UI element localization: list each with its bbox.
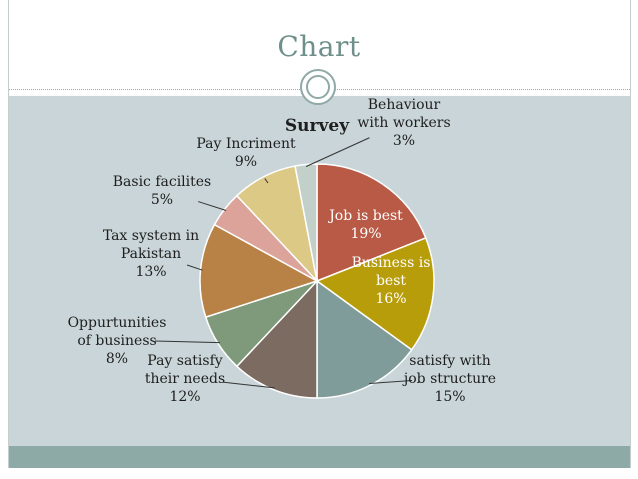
pie-slice bbox=[315, 236, 435, 351]
pie-slice bbox=[294, 163, 318, 282]
slice-label: Behaviour with workers 3% bbox=[357, 97, 450, 149]
pie-slices bbox=[199, 163, 435, 399]
leader-line bbox=[369, 380, 413, 384]
slice-label: Business is best 16% bbox=[352, 255, 431, 307]
chart-title: Survey bbox=[285, 116, 350, 136]
pie-slice bbox=[235, 279, 318, 399]
slice-labels: Job is best 19% Business is best 16% satisfy … bbox=[68, 97, 497, 405]
slice-label: Job is best 19% bbox=[327, 208, 403, 242]
slice-label: Tax system in Pakistan 13% bbox=[103, 228, 199, 280]
slice-label: Oppurtunities of business 8% bbox=[68, 315, 167, 367]
pie-slice bbox=[316, 163, 427, 283]
bottom-band bbox=[8, 446, 630, 468]
leader-lines bbox=[154, 137, 413, 389]
leader-line bbox=[305, 137, 370, 167]
slice-label: Basic facilites 5% bbox=[113, 174, 212, 208]
frame-line-left bbox=[8, 0, 9, 468]
leader-line bbox=[186, 264, 203, 271]
circle-ornament-icon bbox=[300, 69, 336, 105]
slice-label: Pay Incriment 9% bbox=[196, 136, 296, 170]
leader-line bbox=[198, 201, 227, 211]
leader-line bbox=[222, 381, 275, 389]
leader-line bbox=[264, 178, 269, 184]
slide-title: Chart bbox=[277, 30, 361, 63]
leader-line bbox=[154, 340, 220, 344]
slice-label: Pay satisfy their needs 12% bbox=[145, 353, 225, 405]
pie-slice bbox=[316, 279, 413, 399]
frame-line-right bbox=[630, 0, 631, 468]
slice-label: satisfy with job structure 15% bbox=[402, 353, 496, 405]
